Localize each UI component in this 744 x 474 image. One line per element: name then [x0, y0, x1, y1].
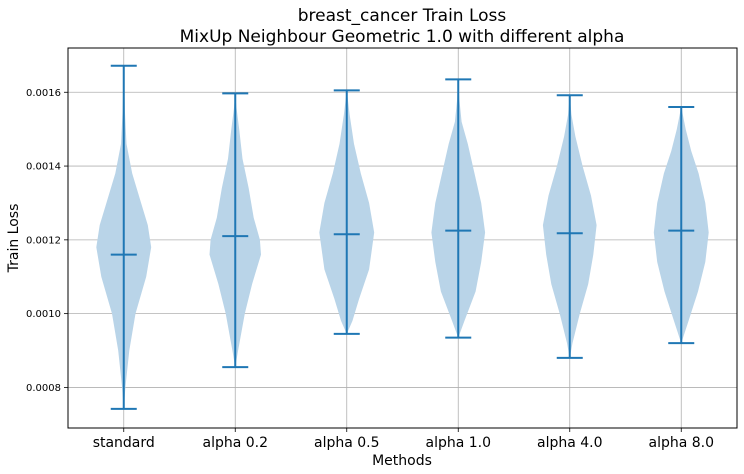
- chart-subtitle: MixUp Neighbour Geometric 1.0 with diffe…: [180, 27, 625, 47]
- y-tick-label: 0.0008: [26, 383, 61, 394]
- y-axis-label: Train Loss: [6, 204, 22, 274]
- x-axis-label: Methods: [372, 453, 432, 469]
- x-tick-label: alpha 0.2: [202, 435, 268, 451]
- y-tick-label: 0.0016: [26, 88, 61, 99]
- x-tick-label: alpha 1.0: [425, 435, 491, 451]
- x-tick-label: standard: [93, 435, 155, 451]
- chart-title: breast_cancer Train Loss: [298, 6, 507, 26]
- y-tick-label: 0.0014: [26, 162, 61, 173]
- x-tick-label: alpha 0.5: [314, 435, 380, 451]
- y-tick-label: 0.0012: [26, 235, 61, 246]
- plot-frame: [67, 47, 738, 429]
- x-tick-label: alpha 4.0: [537, 435, 603, 451]
- violin-layer: [96, 64, 709, 410]
- y-tick-label: 0.0010: [26, 309, 61, 320]
- x-tick-label: alpha 8.0: [648, 435, 714, 451]
- tick-layer: 0.0008 0.0010 0.0012 0.0014 0.0016 standard al…: [26, 88, 714, 451]
